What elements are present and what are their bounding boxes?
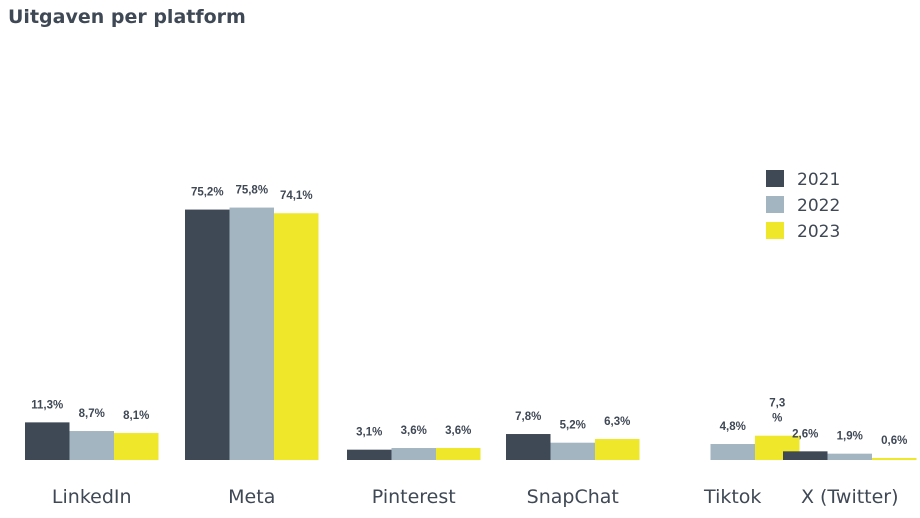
bar-x-twitter-2022 [827, 453, 872, 460]
value-label-snapchat-2022: 5,2% [560, 420, 586, 432]
bar-snapchat-2021 [506, 434, 551, 460]
bars-group [25, 207, 917, 460]
value-labels-group: 11,3% 8,7% 8,1% 75,2% 75,8% 74,1% 3,1% 3,6% 3,6%… [31, 185, 907, 447]
category-label-meta: Meta [228, 486, 275, 508]
legend-swatch-2021 [766, 170, 784, 187]
value-label-meta-2023: 74,1% [280, 190, 313, 202]
value-label-snapchat-2023: 6,3% [604, 416, 630, 428]
legend-label-2023: 2023 [797, 222, 840, 242]
legend-label-2021: 2021 [797, 170, 840, 190]
legend-swatch-2023 [766, 222, 784, 239]
value-label-meta-2021: 75,2% [191, 187, 224, 199]
bar-meta-2023 [274, 213, 319, 460]
value-label-linkedin-2021: 11,3% [31, 399, 63, 411]
category-labels-group: LinkedIn Meta Pinterest SnapChat Tiktok X (Tw… [52, 486, 899, 508]
value-label-pinterest-2023: 3,6% [445, 425, 471, 437]
category-label-snapchat: SnapChat [527, 486, 619, 508]
value-label-pinterest-2022: 3,6% [401, 425, 427, 437]
category-label-tiktok: Tiktok [703, 486, 761, 508]
value-label-meta-2022: 75,8% [235, 185, 268, 197]
value-label-tiktok-2022: 4,8% [720, 421, 746, 433]
legend: 2021 2022 2023 [766, 170, 840, 242]
bar-pinterest-2023 [436, 448, 481, 460]
chart-title: Uitgaven per platform [8, 6, 246, 28]
category-label-linkedin: LinkedIn [52, 486, 132, 508]
category-label-pinterest: Pinterest [372, 486, 456, 508]
value-label-x-twitter-2021: 2,6% [792, 428, 818, 440]
bar-meta-2022 [229, 207, 274, 460]
value-label-x-twitter-2023: 0,6% [881, 435, 907, 447]
value-label-pinterest-2021: 3,1% [356, 427, 382, 439]
bar-pinterest-2021 [347, 449, 392, 460]
bar-linkedin-2021 [25, 422, 70, 460]
value-label-linkedin-2022: 8,7% [79, 408, 105, 420]
bar-snapchat-2023 [595, 439, 640, 460]
legend-label-2022: 2022 [797, 196, 840, 216]
value-label-tiktok-2023: 7,3% [769, 398, 785, 425]
bar-x-twitter-2023 [872, 458, 917, 460]
bar-linkedin-2023 [114, 433, 159, 460]
bar-meta-2021 [185, 209, 230, 460]
bar-linkedin-2022 [69, 431, 114, 460]
value-label-linkedin-2023: 8,1% [123, 410, 149, 422]
legend-swatch-2022 [766, 196, 784, 213]
value-label-snapchat-2021: 7,8% [515, 411, 541, 423]
bar-snapchat-2022 [550, 442, 595, 460]
bar-pinterest-2022 [391, 448, 436, 460]
bar-tiktok-2022 [710, 444, 755, 460]
value-label-x-twitter-2022: 1,9% [837, 431, 863, 443]
category-label-x-twitter: X (Twitter) [801, 486, 899, 508]
bar-x-twitter-2021 [783, 451, 828, 460]
